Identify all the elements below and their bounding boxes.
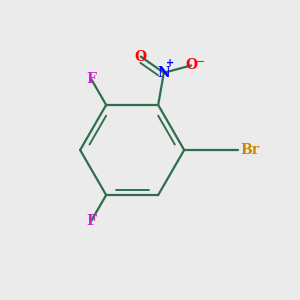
Text: O: O [135, 50, 147, 64]
Text: N: N [158, 66, 170, 80]
Text: Br: Br [241, 143, 260, 157]
Text: F: F [86, 214, 96, 228]
Text: O: O [185, 58, 197, 72]
Text: −: − [195, 57, 205, 67]
Text: +: + [166, 58, 175, 68]
Text: F: F [86, 72, 96, 86]
